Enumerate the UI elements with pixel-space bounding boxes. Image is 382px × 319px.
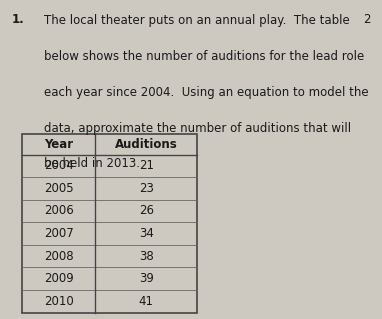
Text: 2007: 2007 [44,227,74,240]
Text: 2005: 2005 [44,182,74,195]
Text: 2004: 2004 [44,159,74,172]
Text: 39: 39 [139,272,154,285]
Text: 2009: 2009 [44,272,74,285]
Text: each year since 2004.  Using an equation to model the: each year since 2004. Using an equation … [44,86,369,99]
Text: 21: 21 [139,159,154,172]
Text: The local theater puts on an annual play.  The table: The local theater puts on an annual play… [44,14,350,27]
Text: 41: 41 [139,295,154,308]
Text: 2010: 2010 [44,295,74,308]
Text: below shows the number of auditions for the lead role: below shows the number of auditions for … [44,50,364,63]
Text: 2: 2 [363,13,371,26]
Text: 26: 26 [139,204,154,218]
Text: Year: Year [44,138,73,151]
Text: data, approximate the number of auditions that will: data, approximate the number of audition… [44,122,351,135]
Text: 38: 38 [139,250,154,263]
Text: Auditions: Auditions [115,138,178,151]
Text: 1.: 1. [11,13,24,26]
Text: 34: 34 [139,227,154,240]
Text: 2008: 2008 [44,250,74,263]
Text: 23: 23 [139,182,154,195]
Text: 2006: 2006 [44,204,74,218]
Text: be held in 2013.: be held in 2013. [44,157,140,170]
